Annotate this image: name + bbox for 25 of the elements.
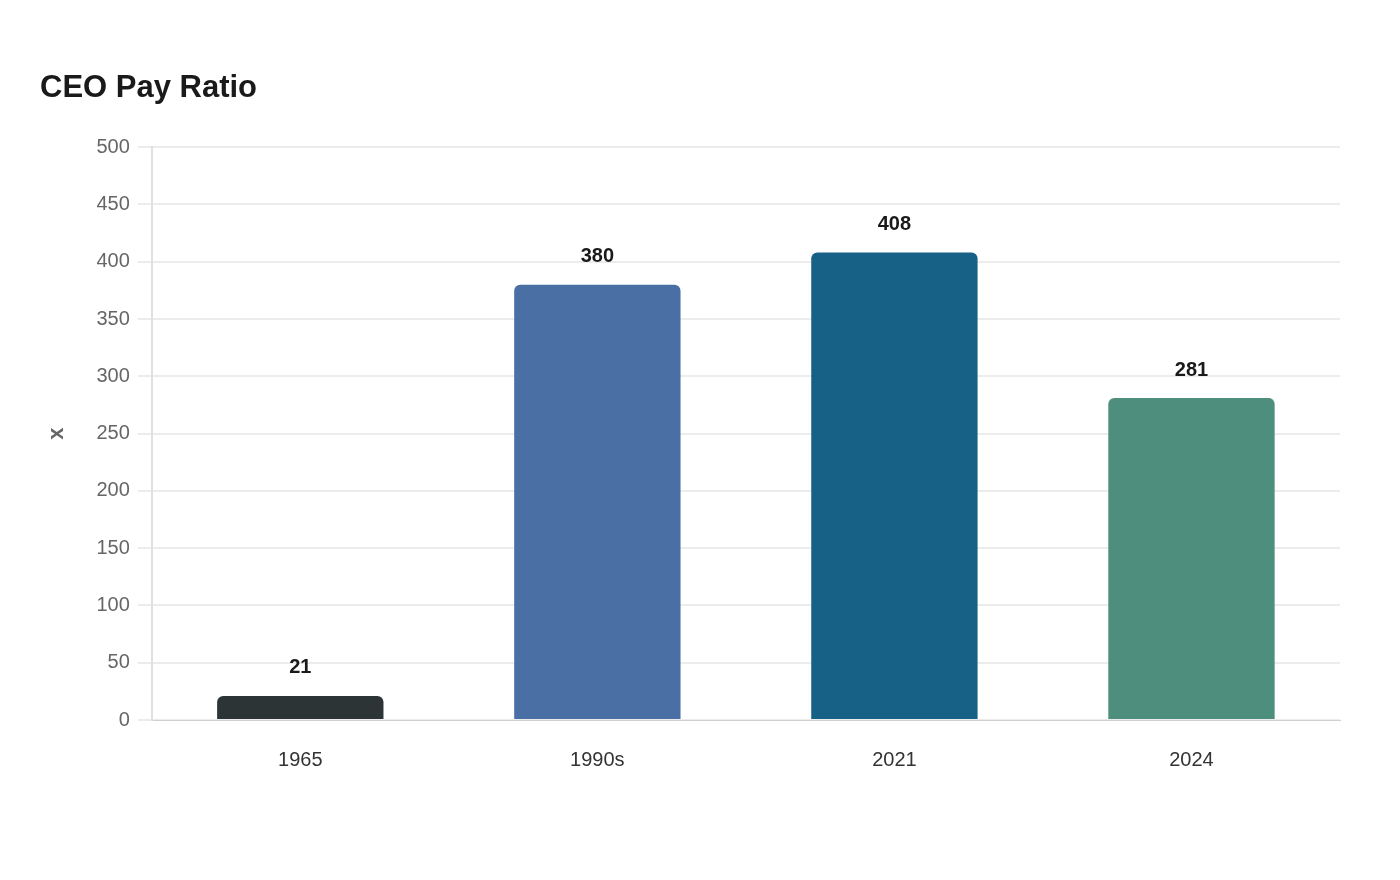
x-tick-label: 2021 bbox=[872, 747, 917, 770]
y-tick-label: 300 bbox=[96, 363, 130, 386]
bar bbox=[217, 695, 384, 719]
data-label: 408 bbox=[877, 212, 912, 235]
y-tick-label: 200 bbox=[96, 478, 130, 501]
y-tick-label: 450 bbox=[96, 192, 130, 214]
data-label: 21 bbox=[289, 655, 312, 678]
x-tick-label: 2024 bbox=[1169, 747, 1214, 770]
y-tick-label: 0 bbox=[118, 707, 130, 730]
bar bbox=[811, 252, 978, 719]
x-tick-label: 1965 bbox=[278, 747, 323, 770]
y-tick-label: 250 bbox=[96, 421, 130, 444]
y-tick-label: 150 bbox=[96, 535, 130, 558]
y-tick-label: 350 bbox=[96, 306, 130, 329]
x-tick-label: 1990s bbox=[570, 747, 625, 770]
chart-title: CEO Pay Ratio bbox=[40, 69, 258, 105]
y-tick-label: 50 bbox=[107, 650, 130, 673]
y-axis-title: x bbox=[43, 426, 69, 440]
bar bbox=[1108, 398, 1275, 719]
bar bbox=[514, 284, 681, 719]
data-label: 380 bbox=[580, 244, 615, 267]
y-tick-label: 400 bbox=[96, 249, 130, 272]
y-tick-label: 500 bbox=[96, 134, 130, 157]
data-label: 281 bbox=[1174, 357, 1209, 380]
y-tick-label: 100 bbox=[96, 592, 130, 615]
